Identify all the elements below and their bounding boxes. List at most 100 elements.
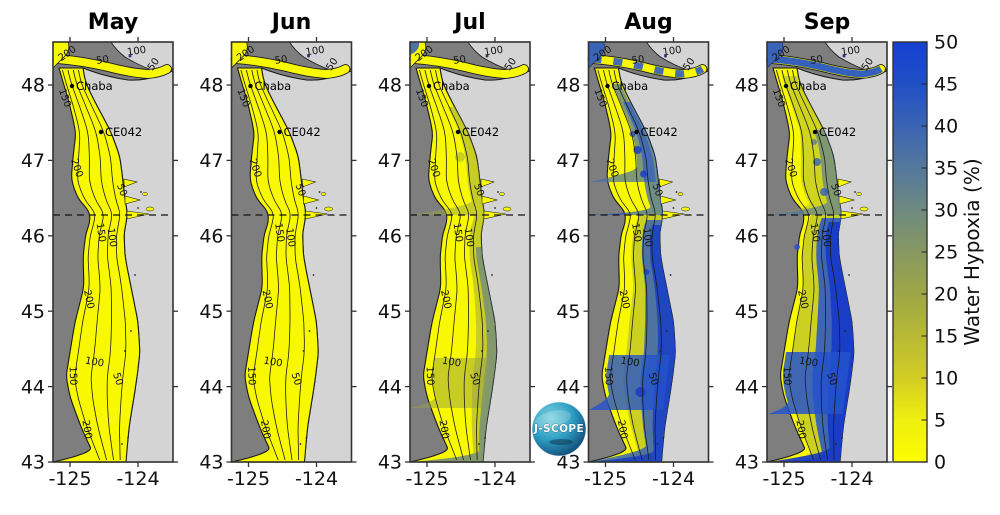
station-dot bbox=[455, 129, 461, 135]
station-label: Chaba bbox=[612, 79, 649, 93]
lat-tick-label: 47 bbox=[199, 150, 223, 172]
contour-label: 200 bbox=[795, 289, 810, 310]
depth-contour-line bbox=[608, 69, 650, 461]
station-label: Chaba bbox=[255, 79, 292, 93]
lat-tick-label: 47 bbox=[556, 150, 580, 172]
islet bbox=[305, 437, 308, 439]
islet bbox=[130, 330, 132, 332]
estuary-patch bbox=[859, 206, 869, 212]
colorbar-tick-label: 20 bbox=[934, 284, 958, 306]
lat-tick-label: 46 bbox=[556, 225, 580, 247]
depth-contour-line bbox=[597, 69, 636, 461]
panel-title: Jun bbox=[270, 10, 312, 35]
contour-label: 200 bbox=[617, 289, 632, 310]
contour-label: 100 bbox=[620, 355, 641, 369]
station-label: CE042 bbox=[284, 125, 321, 139]
lat-tick-label: 45 bbox=[556, 301, 580, 323]
lat-tick-label: 43 bbox=[735, 452, 759, 474]
strait-buoy-dot bbox=[128, 54, 132, 58]
contour-label: 100 bbox=[462, 227, 476, 247]
lat-tick-label: 45 bbox=[199, 301, 223, 323]
hypoxia-overlay bbox=[588, 84, 656, 183]
panel-frame bbox=[409, 41, 531, 463]
contour-label: 200 bbox=[438, 289, 453, 310]
lon-tick-label: -125 bbox=[48, 468, 91, 490]
lat-tick-label: 46 bbox=[378, 225, 402, 247]
islet bbox=[669, 274, 672, 276]
station-label: CE042 bbox=[819, 125, 856, 139]
strait-water bbox=[410, 55, 528, 79]
lat-tick-label: 45 bbox=[21, 301, 45, 323]
islet bbox=[140, 191, 142, 193]
jscope-logo-globe bbox=[531, 401, 587, 457]
hypoxia-overlay bbox=[410, 107, 485, 216]
station-dot bbox=[783, 83, 789, 89]
estuary-patch bbox=[142, 192, 148, 196]
lon-tick-label: -125 bbox=[227, 468, 270, 490]
colorbar-tick-label: 30 bbox=[934, 200, 958, 222]
contour-label: 50 bbox=[471, 182, 486, 198]
lon-tick-label: -125 bbox=[405, 468, 448, 490]
corner-hypoxia-overlay bbox=[588, 42, 605, 68]
colorbar-tick-label: 50 bbox=[934, 32, 958, 54]
contour-label: 100 bbox=[662, 45, 682, 59]
islet bbox=[497, 191, 499, 193]
contour-label: 150 bbox=[245, 366, 257, 385]
panel-frame bbox=[230, 41, 353, 463]
contour-label: 100 bbox=[441, 355, 462, 369]
contour-label: 100 bbox=[283, 227, 297, 247]
islet bbox=[481, 350, 483, 352]
colorbar-tick-label: 25 bbox=[934, 242, 958, 264]
depth-contour-line bbox=[62, 69, 101, 461]
station-dot bbox=[69, 83, 75, 89]
corner-shelf-patch bbox=[231, 41, 248, 69]
lat-tick-label: 46 bbox=[21, 225, 45, 247]
station-dot bbox=[277, 129, 282, 135]
islet bbox=[137, 207, 139, 209]
colorbar-tick-label: 35 bbox=[934, 158, 958, 180]
lat-tick-label: 48 bbox=[735, 75, 759, 97]
strait-hypoxia-overlay bbox=[592, 55, 705, 78]
hypoxia-spot bbox=[640, 170, 647, 178]
strait-water bbox=[231, 55, 350, 79]
panel-title: May bbox=[88, 10, 138, 35]
contour-label: 150 bbox=[67, 366, 79, 385]
contour-label: 50 bbox=[810, 54, 824, 67]
station-label: CE042 bbox=[641, 125, 678, 139]
contour-label: 150 bbox=[424, 366, 436, 385]
contour-label: 50 bbox=[824, 371, 838, 387]
lat-tick-label: 43 bbox=[21, 452, 45, 474]
hypoxia-spot bbox=[794, 244, 800, 250]
contour-label: 150 bbox=[272, 222, 286, 242]
contour-label: 150 bbox=[781, 366, 793, 385]
contour-label: 50 bbox=[467, 371, 481, 387]
lat-tick-label: 44 bbox=[21, 376, 45, 398]
depth-contour-line bbox=[435, 69, 484, 461]
islet bbox=[672, 207, 675, 209]
lat-tick-label: 44 bbox=[735, 376, 759, 398]
colorbar-tick-label: 5 bbox=[934, 410, 946, 432]
contour-label: 200 bbox=[81, 289, 96, 310]
strait-buoy-dot bbox=[485, 54, 489, 58]
lat-tick-label: 44 bbox=[199, 376, 223, 398]
contour-label: 150 bbox=[94, 222, 108, 242]
contour-label: 100 bbox=[126, 45, 146, 59]
islet bbox=[675, 191, 678, 193]
contour-label: 100 bbox=[798, 355, 819, 369]
corner-hypoxia-overlay bbox=[410, 42, 420, 55]
lat-tick-label: 45 bbox=[735, 301, 759, 323]
depth-contour-line bbox=[424, 69, 464, 461]
islet bbox=[848, 274, 850, 276]
estuary-patch bbox=[320, 192, 327, 196]
station-dot bbox=[605, 83, 610, 89]
islet bbox=[841, 437, 843, 439]
strait-hypoxia-overlay bbox=[770, 55, 883, 78]
contour-label: 50 bbox=[631, 54, 645, 67]
station-dot bbox=[248, 83, 253, 89]
depth-contour-line bbox=[776, 69, 815, 461]
hypoxia-spot bbox=[813, 158, 821, 166]
depth-contour-line bbox=[251, 69, 293, 461]
panel-title: Aug bbox=[624, 10, 672, 35]
